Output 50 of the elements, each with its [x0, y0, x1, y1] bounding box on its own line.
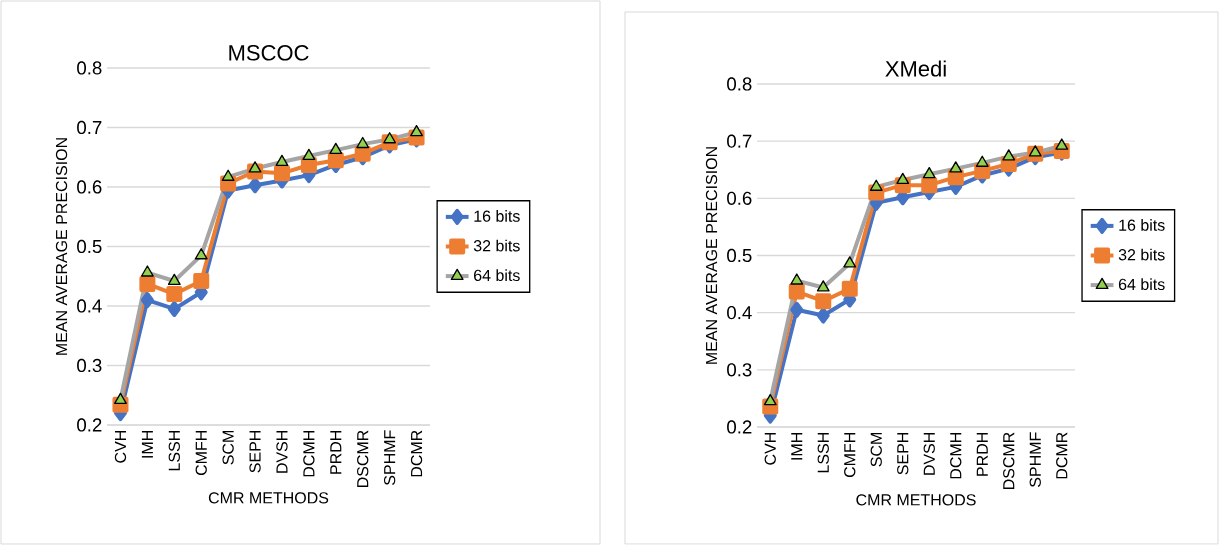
x-tick-label: IMH — [141, 431, 153, 458]
x-tick-label: DVSH — [923, 433, 935, 475]
x-tick-label: CVH — [114, 431, 127, 463]
x-tick-label: PRDH — [976, 433, 988, 476]
y-tick-label: 0.2 — [727, 420, 752, 434]
y-axis-title: MEAN AVERAGE PRECISION — [55, 138, 68, 355]
x-tick-label: CMFH — [195, 431, 207, 476]
legend-label: 16 bits — [474, 210, 520, 222]
x-tick-label: DVSH — [276, 431, 288, 473]
y-tick-label: 0.6 — [727, 191, 752, 205]
legend-label: 32 bits — [1118, 248, 1165, 261]
x-tick-label: LSSH — [168, 431, 180, 471]
legend-label: 64 bits — [474, 269, 520, 282]
x-tick-label: CMFH — [844, 433, 856, 478]
y-tick-label: 0.7 — [77, 120, 102, 135]
x-tick-label: SPHMF — [1029, 432, 1041, 487]
y-tick-label: 0.4 — [77, 299, 102, 313]
chart-title: MSCOC — [229, 45, 309, 61]
x-tick-label: SEPH — [897, 433, 909, 475]
x-tick-label: SPHMF — [383, 430, 396, 485]
chart-title: XMedi — [885, 60, 946, 77]
x-tick-label: DSCMR — [357, 430, 369, 488]
y-tick-label: 0.4 — [727, 306, 752, 320]
x-axis-title: CMR METHODS — [856, 494, 976, 506]
y-tick-label: 0.7 — [727, 134, 752, 148]
x-tick-label: PRDH — [330, 431, 342, 474]
x-tick-label: DCMH — [303, 431, 315, 477]
x-tick-label: LSSH — [817, 433, 829, 473]
y-tick-label: 0.2 — [77, 418, 102, 432]
x-tick-label: DCMR — [410, 430, 423, 477]
y-tick-label: 0.5 — [727, 248, 752, 263]
y-tick-label: 0.8 — [77, 61, 102, 75]
y-tick-label: 0.8 — [727, 77, 752, 91]
x-tick-label: SCM — [870, 433, 882, 467]
x-tick-label: DCMR — [1056, 432, 1068, 479]
y-tick-label: 0.3 — [77, 358, 102, 373]
y-tick-label: 0.5 — [77, 239, 102, 254]
x-tick-label: SEPH — [249, 431, 261, 473]
x-tick-label: DCMH — [950, 433, 962, 479]
y-tick-label: 0.3 — [727, 363, 752, 377]
x-tick-label: SCM — [222, 431, 234, 465]
x-axis-title: CMR METHODS — [208, 492, 329, 504]
x-tick-label: IMH — [791, 433, 803, 460]
legend-label: 16 bits — [1119, 219, 1165, 231]
x-tick-label: DSCMR — [1003, 432, 1015, 490]
y-axis-title: MEAN AVERAGE PRECISION — [705, 147, 718, 364]
y-tick-label: 0.6 — [77, 180, 102, 194]
x-tick-label: CVH — [764, 433, 776, 465]
legend-label: 64 bits — [1118, 278, 1165, 291]
legend-label: 32 bits — [473, 239, 520, 252]
